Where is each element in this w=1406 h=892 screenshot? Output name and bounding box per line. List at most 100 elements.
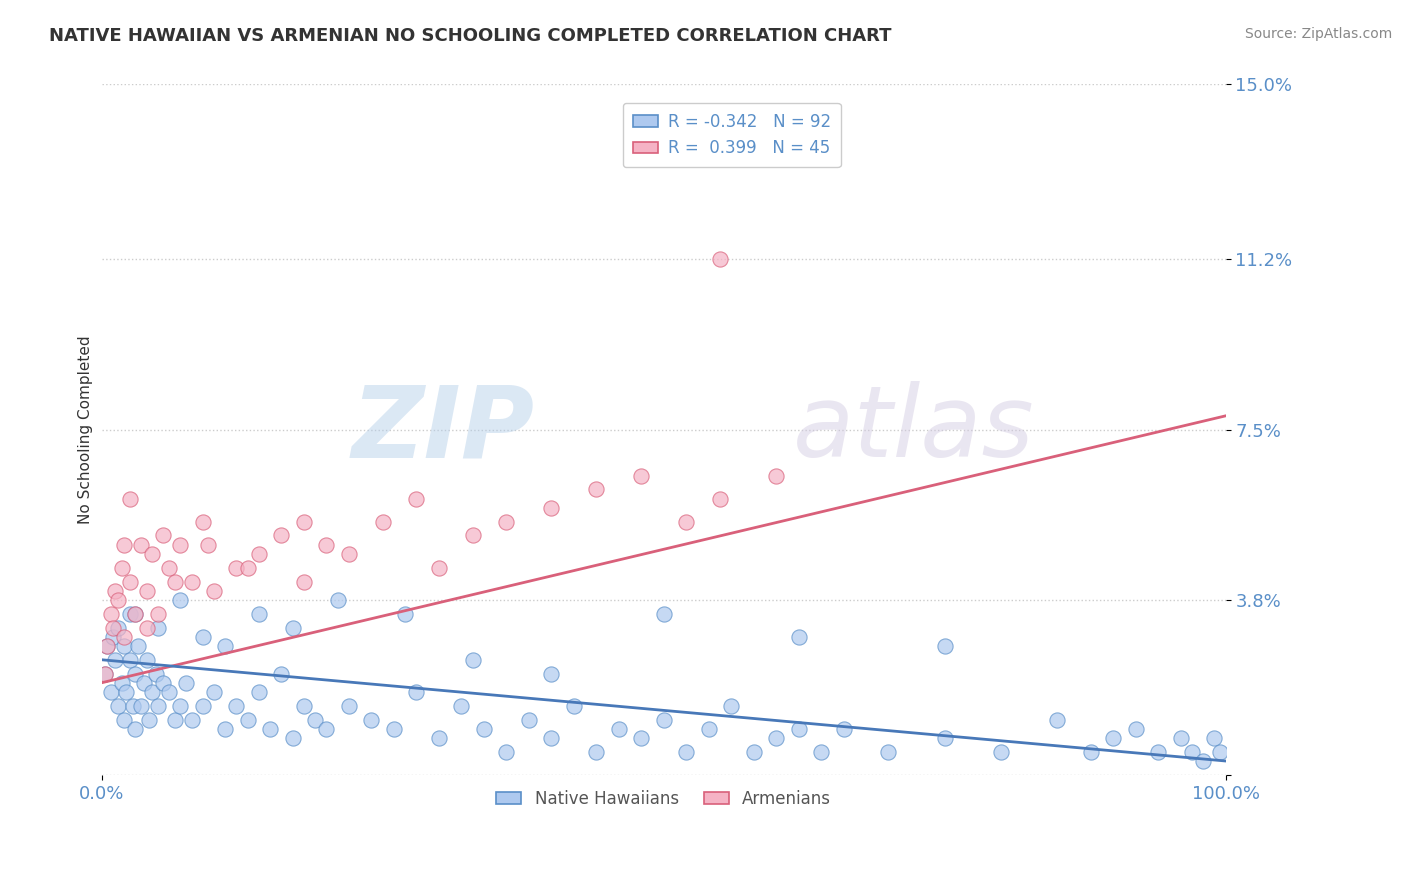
Point xyxy=(1046,713,1069,727)
Point xyxy=(1147,745,1170,759)
Point xyxy=(96,639,118,653)
Point xyxy=(191,630,214,644)
Point xyxy=(107,698,129,713)
Point xyxy=(517,713,540,727)
Point xyxy=(214,722,236,736)
Point xyxy=(585,483,607,497)
Point xyxy=(247,685,270,699)
Point xyxy=(495,745,517,759)
Point xyxy=(360,713,382,727)
Text: atlas: atlas xyxy=(793,381,1035,478)
Point xyxy=(129,698,152,713)
Point xyxy=(118,607,141,621)
Point xyxy=(191,515,214,529)
Point xyxy=(225,560,247,574)
Point xyxy=(607,722,630,736)
Point xyxy=(675,745,697,759)
Point xyxy=(990,745,1012,759)
Point xyxy=(118,491,141,506)
Point xyxy=(247,607,270,621)
Point xyxy=(292,515,315,529)
Point xyxy=(180,574,202,589)
Point xyxy=(169,698,191,713)
Point xyxy=(124,722,146,736)
Point xyxy=(146,607,169,621)
Point xyxy=(111,560,134,574)
Point xyxy=(146,621,169,635)
Point xyxy=(934,639,956,653)
Point xyxy=(202,685,225,699)
Point xyxy=(709,491,731,506)
Point xyxy=(1192,754,1215,768)
Point xyxy=(1204,731,1226,745)
Point xyxy=(495,515,517,529)
Point xyxy=(765,731,787,745)
Point xyxy=(101,621,124,635)
Point xyxy=(270,528,292,542)
Point xyxy=(877,745,900,759)
Point xyxy=(832,722,855,736)
Text: NATIVE HAWAIIAN VS ARMENIAN NO SCHOOLING COMPLETED CORRELATION CHART: NATIVE HAWAIIAN VS ARMENIAN NO SCHOOLING… xyxy=(49,27,891,45)
Point xyxy=(124,666,146,681)
Point xyxy=(127,639,149,653)
Point xyxy=(461,653,484,667)
Point xyxy=(720,698,742,713)
Point xyxy=(174,675,197,690)
Point xyxy=(202,583,225,598)
Point xyxy=(787,630,810,644)
Point xyxy=(405,685,427,699)
Point xyxy=(112,630,135,644)
Point xyxy=(1170,731,1192,745)
Point xyxy=(135,621,157,635)
Point xyxy=(652,607,675,621)
Point xyxy=(697,722,720,736)
Point xyxy=(163,574,186,589)
Text: ZIP: ZIP xyxy=(352,381,534,478)
Point xyxy=(115,685,138,699)
Point xyxy=(134,675,156,690)
Point xyxy=(101,630,124,644)
Point xyxy=(100,685,122,699)
Point xyxy=(141,685,163,699)
Point xyxy=(96,639,118,653)
Point xyxy=(259,722,281,736)
Point xyxy=(461,528,484,542)
Point xyxy=(107,593,129,607)
Point xyxy=(1102,731,1125,745)
Point xyxy=(405,491,427,506)
Point xyxy=(138,713,160,727)
Point xyxy=(124,607,146,621)
Point xyxy=(135,653,157,667)
Point xyxy=(281,731,304,745)
Point xyxy=(107,621,129,635)
Point xyxy=(157,560,180,574)
Point xyxy=(585,745,607,759)
Point xyxy=(315,538,337,552)
Point xyxy=(281,621,304,635)
Point xyxy=(214,639,236,653)
Point xyxy=(118,653,141,667)
Point xyxy=(304,713,326,727)
Point xyxy=(112,538,135,552)
Point xyxy=(292,698,315,713)
Point xyxy=(934,731,956,745)
Point xyxy=(191,698,214,713)
Text: Source: ZipAtlas.com: Source: ZipAtlas.com xyxy=(1244,27,1392,41)
Y-axis label: No Schooling Completed: No Schooling Completed xyxy=(79,335,93,524)
Point xyxy=(371,515,394,529)
Point xyxy=(652,713,675,727)
Point xyxy=(129,538,152,552)
Point xyxy=(122,698,145,713)
Point xyxy=(382,722,405,736)
Point xyxy=(540,731,562,745)
Point xyxy=(292,574,315,589)
Point xyxy=(169,538,191,552)
Point xyxy=(118,574,141,589)
Point xyxy=(1080,745,1102,759)
Point xyxy=(427,560,450,574)
Point xyxy=(94,666,117,681)
Point xyxy=(225,698,247,713)
Point xyxy=(787,722,810,736)
Point xyxy=(180,713,202,727)
Point xyxy=(111,675,134,690)
